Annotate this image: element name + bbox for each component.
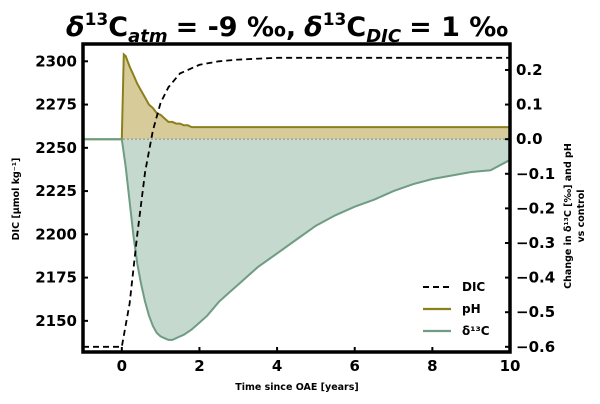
- x-tick-label: 4: [272, 357, 282, 375]
- title-sub-dic: DIC: [366, 26, 402, 47]
- y-left-tick-label: 2300: [35, 52, 77, 70]
- ph-series-line: [83, 52, 510, 141]
- x-tick-label: 10: [500, 357, 521, 375]
- y-left-tick-label: 2250: [35, 139, 77, 157]
- y-axis-right-label-line-2: vs control: [576, 189, 587, 242]
- title-atm-value: = -9 ‰,: [176, 12, 297, 43]
- dic-series-line: [83, 56, 510, 348]
- axes: 0 2 4 6 8 10 2150 2175 2200 2225 2250 2275 2300 0.2 0.…: [35, 42, 555, 375]
- y-right-tick-label: 0.2: [516, 61, 543, 79]
- title-dic-value: = 1 ‰: [409, 12, 508, 43]
- plot-area: [83, 52, 511, 348]
- title-c-2: C: [346, 12, 366, 43]
- title-sup-2: 13: [323, 10, 347, 30]
- d13c-fill-area: [83, 139, 510, 340]
- y-right-tick-label: −0.5: [516, 303, 555, 321]
- y-left-tick-label: 2175: [35, 269, 77, 287]
- title-delta-2: δ: [304, 12, 323, 43]
- title-sub-atm: atm: [128, 26, 168, 47]
- y-left-tick-label: 2225: [35, 182, 77, 200]
- x-tick-label: 8: [427, 357, 437, 375]
- chart-title: δ13Catm = -9 ‰, δ13CDIC = 1 ‰: [66, 10, 508, 47]
- y-right-tick-label: −0.2: [516, 199, 555, 217]
- x-axis-label: Time since OAE [years]: [235, 382, 358, 393]
- y-right-tick-label: 0.0: [516, 130, 543, 148]
- ph-fill-area: [83, 54, 510, 140]
- x-tick-label: 2: [194, 357, 204, 375]
- y-right-tick-label: 0.1: [516, 96, 543, 114]
- title-c-1: C: [108, 12, 128, 43]
- legend-ph-label: pH: [462, 302, 481, 316]
- y-axis-left-label: DIC [µmol kg⁻¹]: [11, 158, 22, 241]
- legend-d13c-label: δ¹³C: [462, 324, 490, 338]
- y-right-tick-label: −0.4: [516, 269, 555, 287]
- y-axis-right-label-line-1: Change in δ¹³C [‰] and pH: [563, 143, 574, 289]
- y-right-tick-label: −0.1: [516, 165, 555, 183]
- x-tick-label: 0: [117, 357, 127, 375]
- legend: DIC pH δ¹³C: [423, 280, 490, 338]
- legend-dic-label: DIC: [462, 280, 485, 294]
- y-right-tick-label: −0.3: [516, 234, 555, 252]
- d13c-series-line: [83, 138, 511, 341]
- title-sup-1: 13: [85, 10, 109, 30]
- y-left-tick-label: 2275: [35, 96, 77, 114]
- y-right-tick-label: −0.6: [516, 338, 555, 356]
- x-tick-label: 6: [350, 357, 360, 375]
- y-left-tick-label: 2200: [35, 225, 77, 243]
- y-left-tick-label: 2150: [35, 312, 77, 330]
- plot-frame: [81, 42, 512, 354]
- title-delta-1: δ: [66, 12, 85, 43]
